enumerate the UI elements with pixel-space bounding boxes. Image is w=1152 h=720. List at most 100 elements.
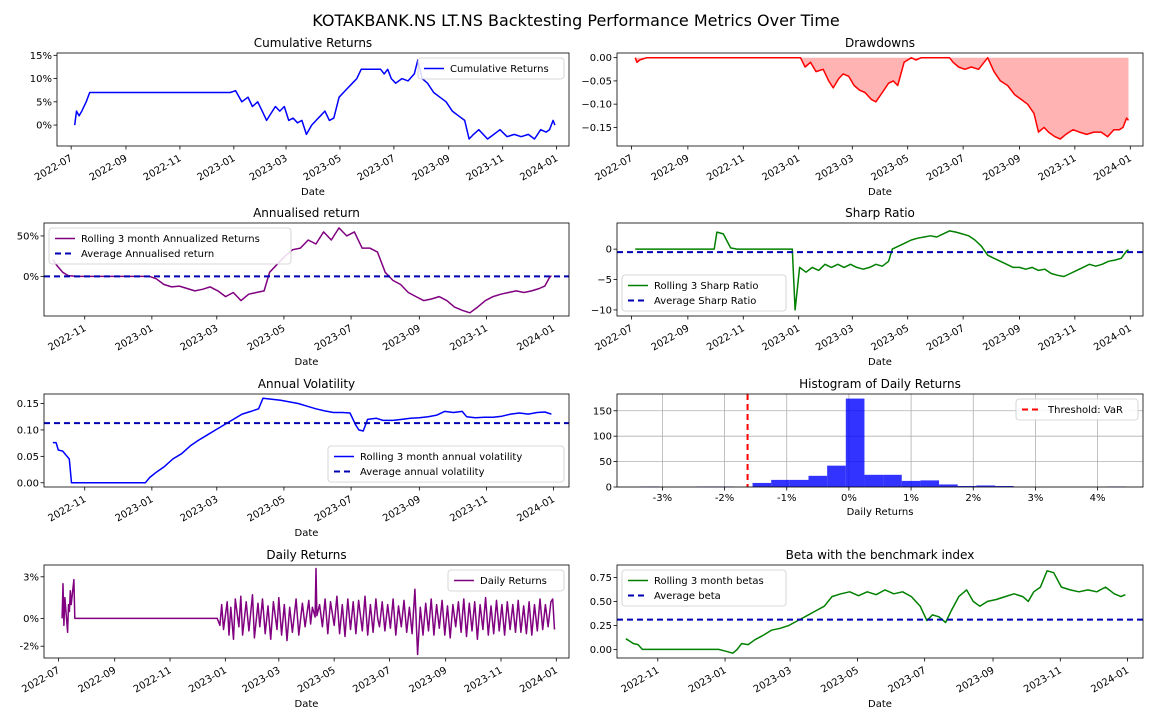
x-tick-label: -2%: [715, 493, 734, 504]
y-tick-label: 50%: [17, 231, 39, 242]
legend-label: Rolling 3 month Annualized Returns: [81, 234, 260, 245]
y-tick-label: −0.15: [581, 123, 612, 134]
y-tick-label: 0.25: [590, 621, 612, 632]
legend: Threshold: VaR: [1015, 398, 1139, 421]
x-axis-label: Date: [295, 528, 319, 539]
histogram-bar: [789, 479, 809, 487]
x-axis-label: Date: [868, 699, 892, 710]
legend-box: [48, 227, 292, 265]
histogram-bar: [995, 485, 1014, 487]
x-axis-label: Date: [295, 699, 319, 710]
histogram-bar: [901, 480, 921, 487]
legend: Rolling 3 month annual volatility Average…: [327, 445, 565, 483]
legend: Rolling 3 Sharp Ratio Average Sharp Ratio: [621, 274, 787, 312]
y-tick-label: −5: [597, 275, 612, 286]
x-axis-label: Date: [301, 187, 325, 198]
series-line: [635, 230, 1129, 311]
histogram-bar: [976, 485, 996, 487]
plot-histogram-daily-returns: Histogram of Daily Returns 0 50 100 150 -3% -2…: [593, 377, 1144, 518]
plot-area: [640, 394, 1126, 487]
y-tick-label: −0.05: [581, 76, 612, 87]
series-line: [634, 56, 1130, 140]
histogram-bar: [752, 482, 772, 487]
axes-frame: [616, 564, 1144, 659]
series-line: [625, 570, 1126, 654]
y-tick-label: 50: [599, 457, 612, 468]
plot-area: [634, 56, 1130, 140]
axes-frame: [616, 52, 1144, 147]
plot-area: [61, 567, 556, 656]
axes-frame: [56, 52, 570, 147]
series-line: [61, 567, 556, 656]
legend-box: [621, 274, 787, 312]
series-line: [73, 59, 556, 140]
histogram-bar: [920, 480, 940, 487]
y-tick-label: 3%: [23, 572, 39, 583]
axes-frame: [616, 393, 1144, 488]
histogram-bar: [939, 484, 958, 487]
y-tick-label: 0.00: [17, 478, 39, 489]
legend-label: Rolling 3 Sharp Ratio: [654, 281, 758, 292]
legend-box: [621, 569, 787, 607]
x-tick-label: -3%: [653, 493, 672, 504]
series-line: [52, 227, 552, 314]
panel-title: Annualised return: [253, 206, 360, 220]
plot-area: [44, 397, 569, 484]
legend-label: Average beta: [654, 591, 721, 602]
legend: Rolling 3 month Annualized Returns Averag…: [48, 227, 292, 265]
axes-frame: [43, 564, 570, 659]
panel-title: Histogram of Daily Returns: [799, 377, 961, 391]
panel-title: Daily Returns: [266, 548, 346, 562]
panel-title: Drawdowns: [845, 36, 915, 50]
legend-label: Daily Returns: [480, 576, 547, 587]
legend-box: [417, 57, 565, 80]
legend-box: [327, 445, 565, 483]
x-axis-label: Date: [868, 187, 892, 198]
y-tick-label: -2%: [20, 642, 39, 653]
panel-title: Beta with the benchmark index: [786, 548, 975, 562]
y-tick-label: 0: [606, 245, 612, 256]
x-tick-label: 2%: [965, 493, 981, 504]
histogram-bar: [957, 485, 977, 487]
y-tick-label: 0.05: [17, 452, 39, 463]
series-line: [52, 397, 552, 484]
y-tick-label: 0: [606, 483, 612, 494]
legend-box: [1015, 398, 1139, 421]
x-axis-label: Date: [295, 357, 319, 368]
y-tick-label: 0.75: [590, 573, 612, 584]
x-tick-label: 0%: [841, 493, 857, 504]
x-tick-label: -1%: [777, 493, 796, 504]
histogram-bar: [808, 475, 828, 487]
legend-label: Average Annualised return: [81, 249, 214, 260]
x-tick-label: 3%: [1027, 493, 1043, 504]
legend-label: Rolling 3 month annual volatility: [360, 452, 522, 463]
y-tick-label: 0.00: [590, 645, 612, 656]
axes-frame: [43, 393, 570, 488]
y-tick-label: 150: [593, 406, 612, 417]
x-axis-label: Daily Returns: [847, 507, 914, 518]
y-tick-label: 0.50: [590, 597, 612, 608]
legend: Rolling 3 month betas Average beta: [621, 569, 787, 607]
x-tick-label: 1%: [903, 493, 919, 504]
y-tick-label: −10: [591, 305, 612, 316]
x-axis-label: Date: [868, 357, 892, 368]
histogram-bar: [771, 479, 790, 487]
legend: Daily Returns: [447, 569, 565, 592]
y-tick-label: −0.10: [581, 100, 612, 111]
plot-area: [73, 59, 556, 140]
y-tick-label: 10%: [30, 74, 52, 85]
y-tick-label: 0.15: [17, 399, 39, 410]
plot-area: [617, 570, 1143, 654]
y-tick-label: 0.00: [590, 53, 612, 64]
y-tick-label: 0%: [36, 121, 52, 132]
y-tick-label: 0.10: [17, 425, 39, 436]
panel-title: Sharp Ratio: [845, 206, 915, 220]
y-tick-label: 15%: [30, 51, 52, 62]
histogram-bar: [845, 398, 865, 487]
legend-box: [447, 569, 565, 592]
panel-title: Cumulative Returns: [254, 36, 372, 50]
histogram-bar: [827, 465, 846, 487]
legend-label: Average annual volatility: [360, 467, 485, 478]
drawdown-area: [635, 57, 1129, 140]
